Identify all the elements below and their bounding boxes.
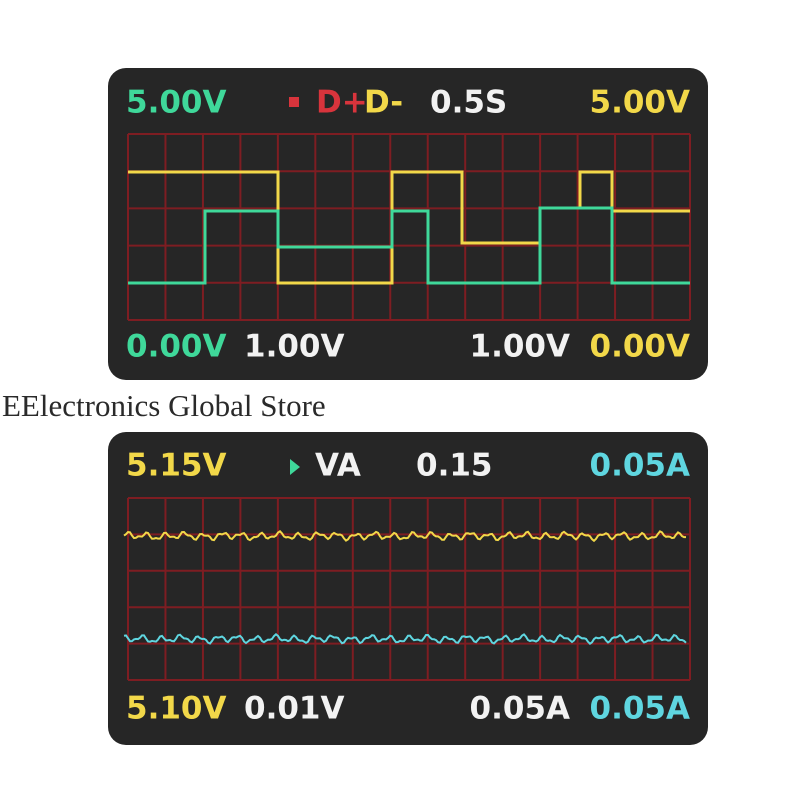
d-plus-trace (128, 170, 690, 285)
d-minus-trace (128, 206, 690, 285)
left-voltage: 5.00V (126, 85, 226, 121)
voltage-trace (123, 530, 686, 543)
grid (127, 497, 691, 681)
footer-value: 0.05A (590, 691, 690, 727)
right-voltage: 5.00V (590, 85, 690, 121)
footer-value: 5.10V (126, 691, 226, 727)
panel (108, 68, 708, 380)
left-voltage: 5.15V (126, 448, 226, 484)
footer-value: 1.00V (470, 329, 570, 365)
indicator (289, 97, 299, 107)
footer-value: 0.00V (126, 329, 226, 365)
grid (127, 133, 691, 321)
footer-value: 0.05A (470, 691, 570, 727)
right-current: 0.05A (590, 448, 690, 484)
footer-value: 1.00V (244, 329, 344, 365)
mode-d-plus: D+ (316, 85, 368, 121)
watermark: EElectronics Global Store (2, 388, 326, 423)
timebase: 0.15 (416, 448, 493, 484)
timebase: 0.5S (430, 85, 507, 121)
mode-d-minus: D- (364, 85, 403, 121)
panel (108, 432, 708, 745)
play-indicator (290, 459, 300, 475)
footer-value: 0.01V (244, 691, 344, 727)
mode: VA (315, 448, 361, 484)
footer-value: 0.00V (590, 329, 690, 365)
current-trace (123, 632, 687, 646)
